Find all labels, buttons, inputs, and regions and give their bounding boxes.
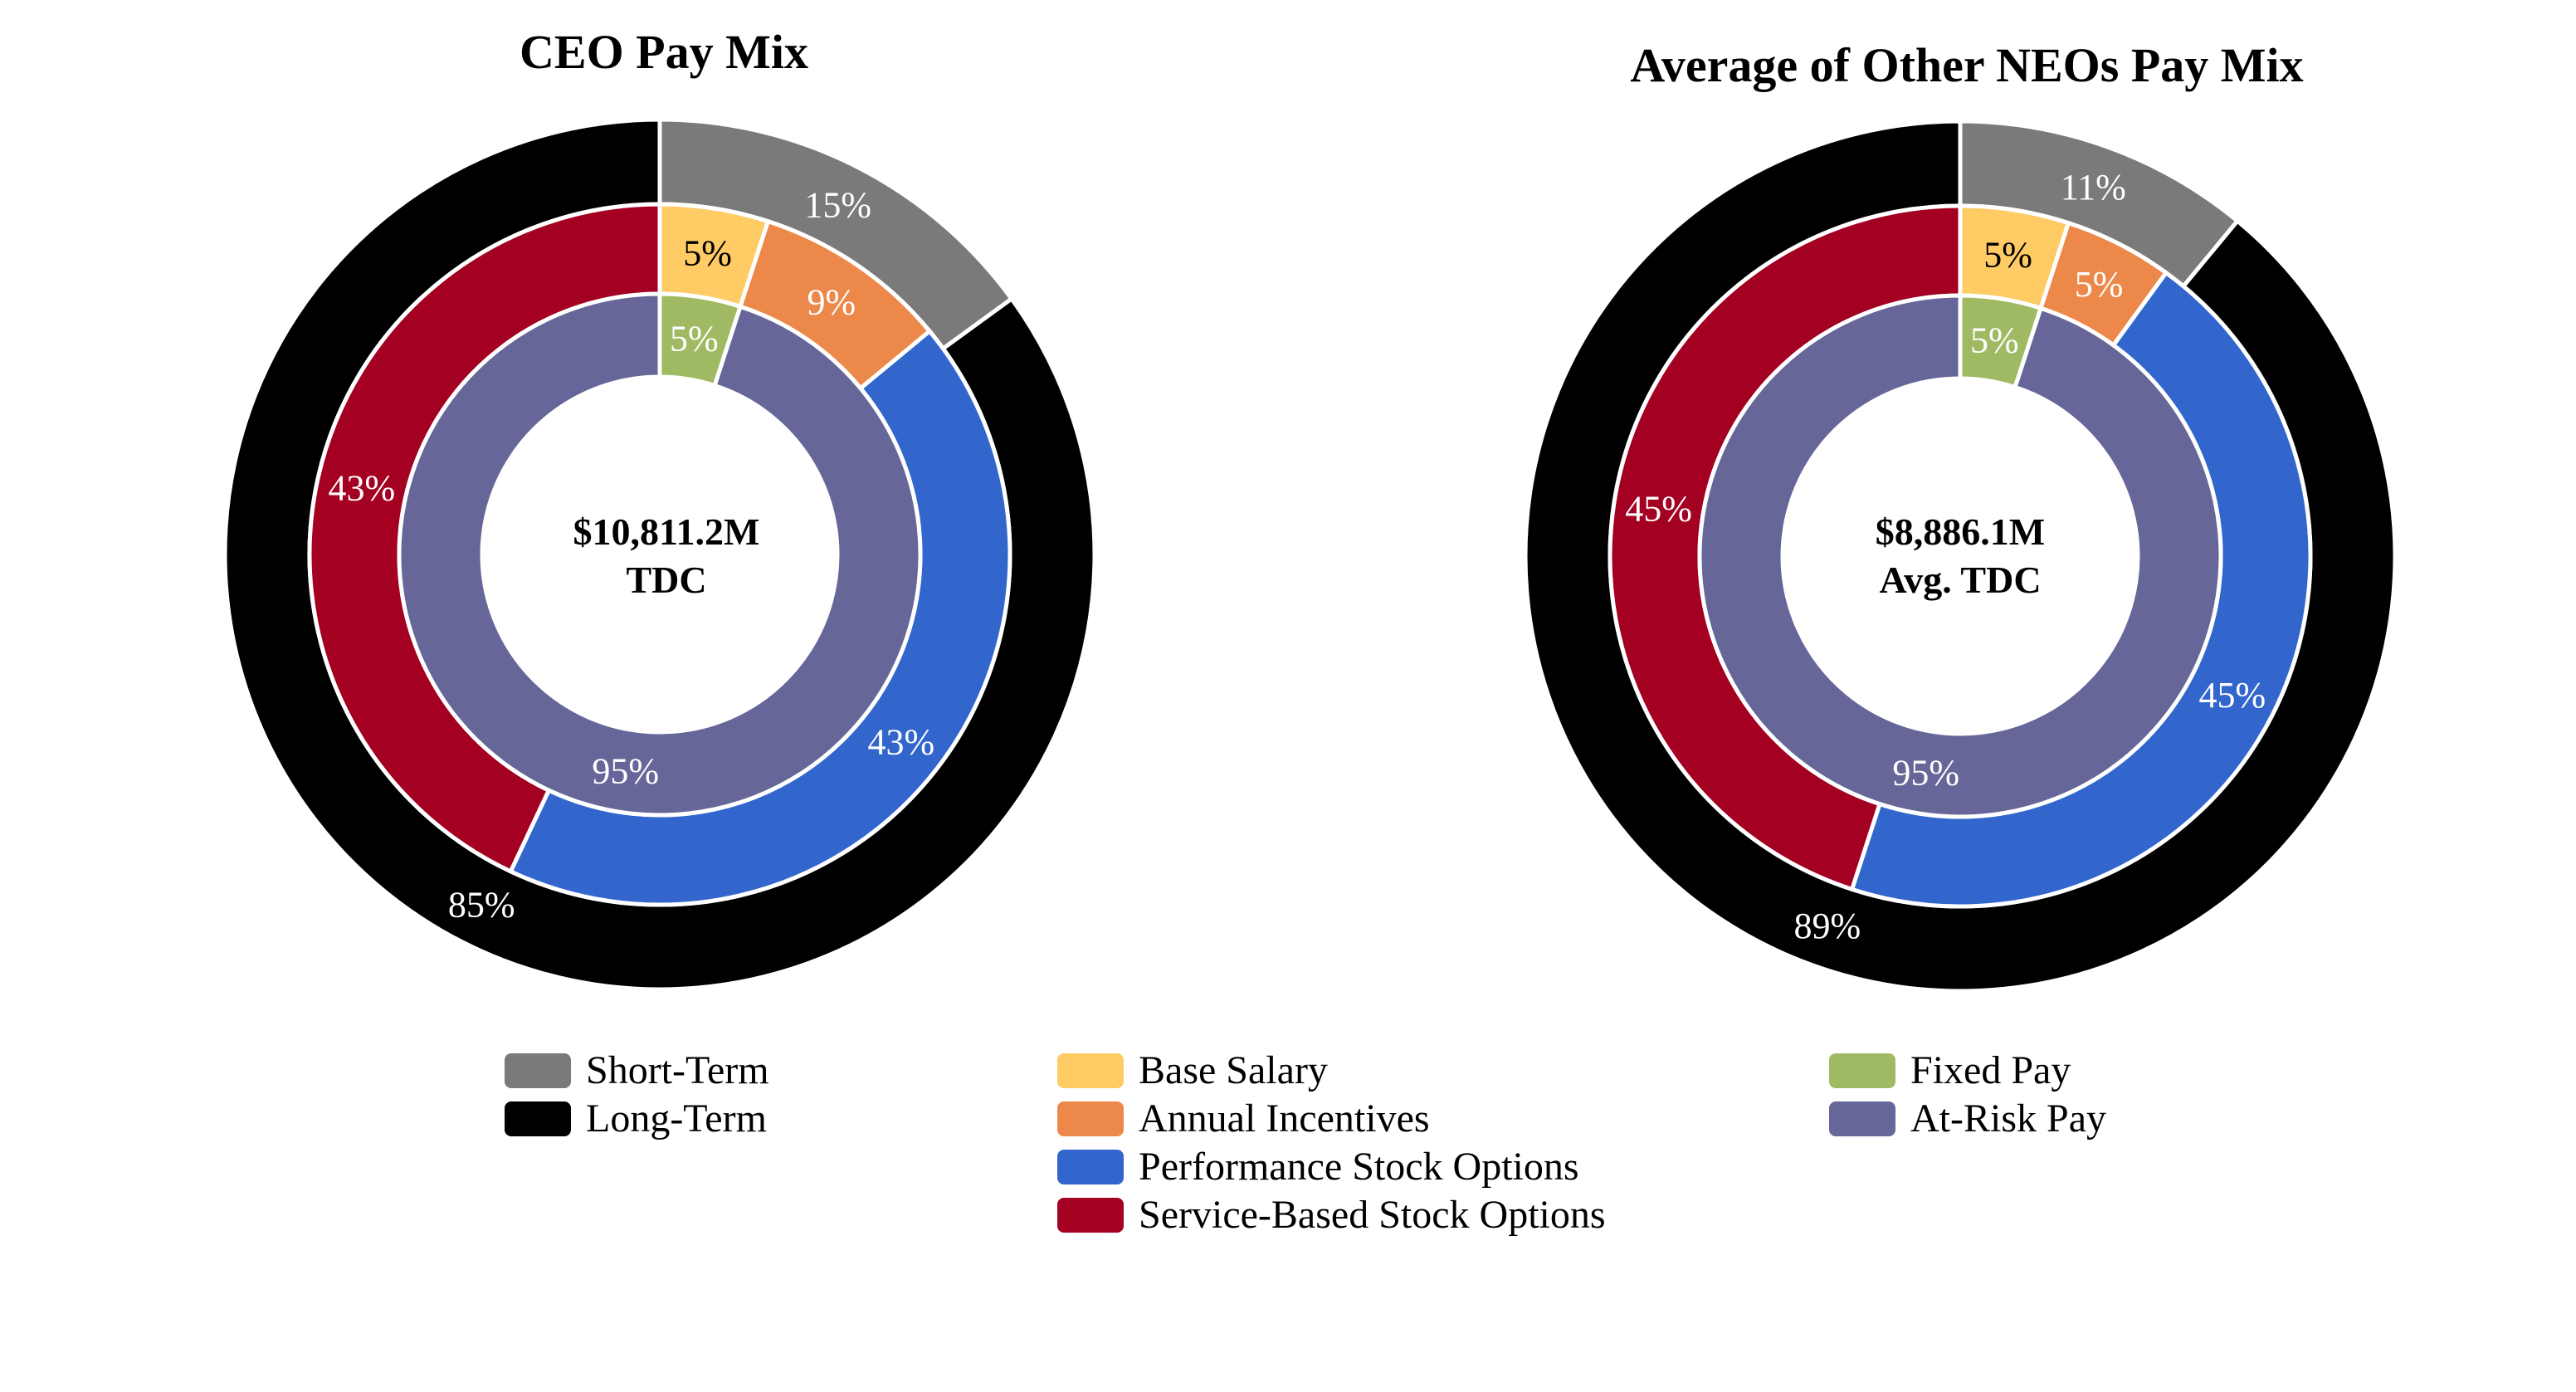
legend-swatch <box>505 1053 571 1088</box>
legend-label: Long-Term <box>586 1097 767 1140</box>
data-label-short-term: 11% <box>2061 167 2126 208</box>
neo-donut: 11% 89% 5% 5% 45% 45% 5% 95% <box>1523 119 2398 994</box>
legend-label: Fixed Pay <box>1910 1048 2071 1092</box>
data-label-long-term: 89% <box>1793 906 1861 946</box>
data-label-base-salary: 5% <box>1983 235 2032 276</box>
data-label-long-term: 85% <box>448 884 515 925</box>
chart-title-ceo: CEO Pay Mix <box>520 25 808 79</box>
legend-item-annual-incentives: Annual Incentives <box>1057 1095 1430 1143</box>
legend-item-performance-stock-options: Performance Stock Options <box>1057 1143 1579 1191</box>
legend-label: Service-Based Stock Options <box>1139 1193 1606 1237</box>
data-label-service-based-stock-options: 45% <box>1625 488 1692 529</box>
legend-item-short-term: Short-Term <box>505 1047 769 1095</box>
legend-swatch <box>1057 1150 1124 1184</box>
center-amount-neo: $8,886.1M <box>1876 510 2045 553</box>
legend-label: Performance Stock Options <box>1139 1145 1579 1189</box>
center-caption-ceo: TDC <box>626 559 706 601</box>
legend-swatch <box>1057 1198 1124 1233</box>
data-label-at-risk-pay: 95% <box>592 751 659 792</box>
slice-at-risk-pay <box>1697 293 2223 819</box>
data-label-performance-stock-options: 43% <box>867 722 934 763</box>
data-label-short-term: 15% <box>804 185 871 226</box>
legend-item-fixed-pay: Fixed Pay <box>1829 1047 2071 1095</box>
chart-title-neo: Average of Other NEOs Pay Mix <box>1630 38 2303 92</box>
legend-swatch <box>505 1101 571 1136</box>
legend-swatch <box>1057 1101 1124 1136</box>
legend-item-service-based-stock-options: Service-Based Stock Options <box>1057 1191 1606 1239</box>
center-caption-neo: Avg. TDC <box>1879 559 2041 601</box>
legend-label: Base Salary <box>1139 1048 1328 1092</box>
legend-item-long-term: Long-Term <box>505 1095 767 1143</box>
legend-label: At-Risk Pay <box>1910 1097 2107 1140</box>
ceo-donut: 15% 85% 5% 9% 43% 43% 5% 95% <box>222 117 1097 992</box>
data-label-fixed-pay: 5% <box>1970 320 2019 360</box>
center-amount-ceo: $10,811.2M <box>573 510 760 553</box>
legend-item-at-risk-pay: At-Risk Pay <box>1829 1095 2106 1143</box>
slice-at-risk-pay <box>397 291 923 818</box>
legend-label: Short-Term <box>586 1048 769 1092</box>
legend-swatch <box>1829 1053 1895 1088</box>
legend-swatch <box>1829 1101 1895 1136</box>
data-label-base-salary: 5% <box>683 233 732 274</box>
legend-swatch <box>1057 1053 1124 1088</box>
data-label-performance-stock-options: 45% <box>2199 675 2266 716</box>
data-label-annual-incentives: 9% <box>807 282 856 323</box>
data-label-fixed-pay: 5% <box>670 318 719 359</box>
legend-item-base-salary: Base Salary <box>1057 1047 1328 1095</box>
data-label-annual-incentives: 5% <box>2075 264 2124 305</box>
legend-label: Annual Incentives <box>1139 1097 1430 1140</box>
data-label-at-risk-pay: 95% <box>1892 753 1959 794</box>
data-label-service-based-stock-options: 43% <box>329 468 396 509</box>
